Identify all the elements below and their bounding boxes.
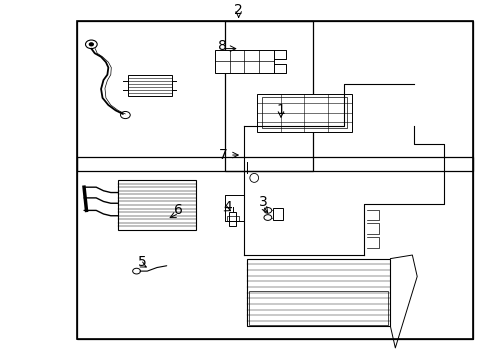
Bar: [77, 21, 312, 171]
Text: 8: 8: [218, 39, 226, 53]
Bar: [127, 75, 171, 96]
Text: 6: 6: [174, 203, 183, 217]
Bar: [224, 21, 472, 171]
Bar: [246, 258, 389, 327]
Bar: [77, 21, 472, 339]
Text: 2: 2: [234, 3, 243, 17]
Bar: [249, 291, 387, 325]
Bar: [272, 207, 283, 220]
Bar: [256, 94, 352, 132]
Bar: [261, 98, 347, 128]
Text: 5: 5: [138, 255, 146, 269]
Text: 7: 7: [219, 148, 227, 162]
Bar: [77, 157, 472, 339]
Text: 4: 4: [223, 200, 231, 214]
Circle shape: [89, 43, 93, 46]
Text: 3: 3: [258, 195, 267, 209]
Bar: [118, 180, 196, 230]
Bar: [215, 50, 273, 73]
Text: 1: 1: [276, 103, 285, 117]
Bar: [228, 212, 236, 226]
